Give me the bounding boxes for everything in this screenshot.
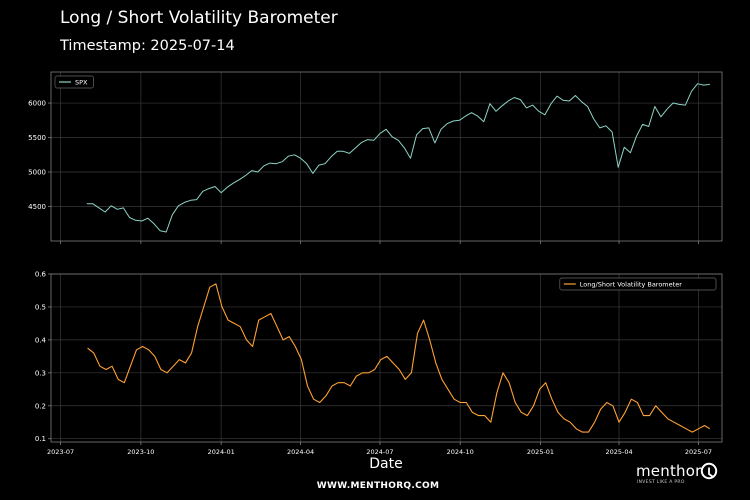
series-line <box>87 283 711 433</box>
x-tick-label: 2024-07 <box>366 448 393 456</box>
x-tick-label: 2025-07 <box>685 448 712 456</box>
x-tick-label: 2023-10 <box>127 448 154 456</box>
y-tick-label: 0.1 <box>35 435 46 443</box>
footer-website[interactable]: WWW.MENTHORQ.COM <box>316 481 440 491</box>
x-tick-label: 2024-04 <box>287 448 314 456</box>
barometer-panel: 0.1 0.2 0.3 0.4 0.5 0.6 2023-07 2023-10 2024-01 2… <box>35 271 723 456</box>
y-tick-label: 5500 <box>28 134 46 142</box>
series-line <box>86 83 710 233</box>
x-tick-label: 2025-04 <box>605 448 632 456</box>
y-tick-label: 4500 <box>28 203 46 211</box>
x-tick-label: 2025-01 <box>527 448 554 456</box>
timestamp-subtitle: Timestamp: 2025-07-14 <box>60 38 235 54</box>
x-tick-label: 2024-10 <box>447 448 474 456</box>
q-logo-icon <box>700 462 718 480</box>
legend-box <box>54 75 94 89</box>
y-tick-label: 0.5 <box>35 303 46 311</box>
y-tick-label: 5000 <box>28 169 46 177</box>
legend-label: Long/Short Volatility Barometer <box>580 281 682 289</box>
y-tick-label: 0.2 <box>35 402 46 410</box>
x-axis-label: Date <box>369 456 403 472</box>
y-tick-label: 0.3 <box>35 369 46 377</box>
chart-title: Long / Short Volatility Barometer <box>60 8 338 28</box>
y-tick-label: 0.6 <box>35 271 47 279</box>
logo-tagline: INVEST LIKE A PRO <box>637 480 685 485</box>
x-tick-label: 2024-01 <box>208 448 235 456</box>
spx-panel: 4500 5000 5500 6000 SPX <box>28 71 723 244</box>
y-tick-label: 6000 <box>28 100 46 108</box>
legend-box <box>559 277 717 291</box>
y-tick-label: 0.4 <box>35 336 47 344</box>
axes-frame <box>50 273 723 443</box>
logo-wordmark: menthor <box>636 462 702 480</box>
axes-frame <box>50 71 723 242</box>
x-tick-label: 2023-07 <box>47 448 74 456</box>
legend-label: SPX <box>75 79 88 87</box>
menthorq-logo: menthor INVEST LIKE A PRO <box>636 462 726 488</box>
